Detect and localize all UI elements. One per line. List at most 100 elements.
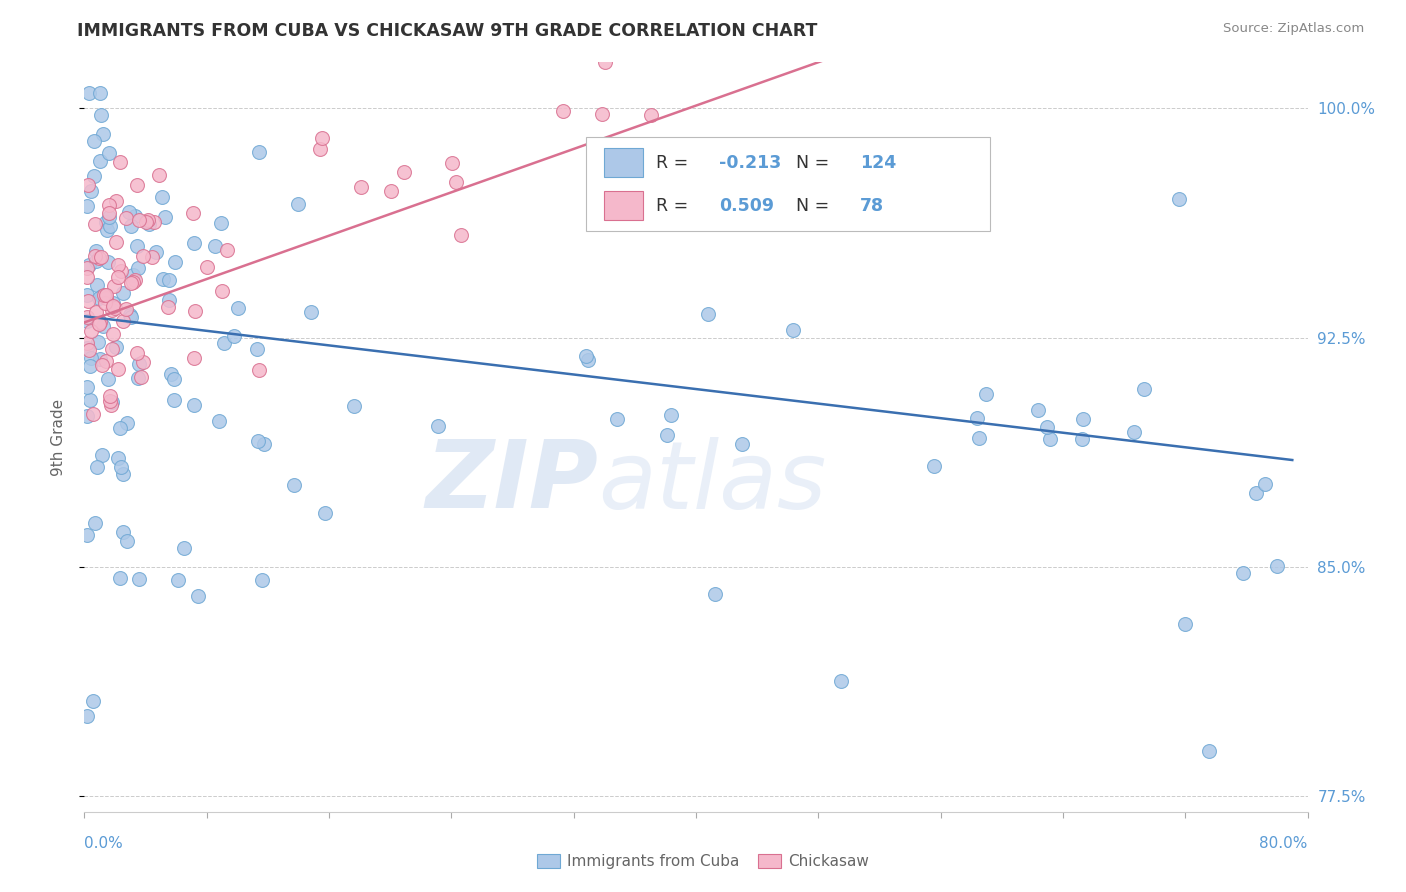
Text: Source: ZipAtlas.com: Source: ZipAtlas.com — [1223, 22, 1364, 36]
Point — [77, 293, 100, 308]
Point — [966, 410, 988, 425]
Point — [98, 389, 121, 403]
Point — [195, 260, 218, 274]
Point — [89, 318, 111, 332]
Point — [90, 288, 112, 302]
FancyBboxPatch shape — [605, 148, 644, 178]
Point — [129, 370, 152, 384]
Point — [163, 372, 186, 386]
Point — [76, 709, 98, 723]
Point — [77, 343, 100, 358]
Point — [77, 86, 100, 100]
Point — [1071, 412, 1094, 426]
Point — [131, 249, 153, 263]
Point — [127, 371, 149, 385]
Point — [1133, 382, 1156, 396]
Point — [97, 255, 120, 269]
Point — [76, 260, 98, 275]
Point — [118, 205, 141, 219]
Point — [132, 355, 155, 369]
Point — [97, 372, 120, 386]
Point — [86, 305, 108, 319]
Point — [224, 329, 246, 343]
Point — [83, 134, 105, 148]
Point — [127, 261, 149, 276]
Point — [1123, 425, 1146, 439]
Point — [183, 304, 205, 318]
Point — [98, 219, 121, 233]
Text: R =: R = — [655, 197, 693, 215]
Point — [84, 516, 107, 530]
Point — [96, 222, 118, 236]
Point — [93, 288, 115, 302]
Point — [94, 214, 117, 228]
Point — [128, 357, 150, 371]
Point — [314, 506, 336, 520]
Point — [108, 421, 131, 435]
Point — [90, 358, 112, 372]
Point — [633, 202, 655, 217]
Point — [211, 284, 233, 298]
Point — [250, 573, 273, 587]
Point — [128, 573, 150, 587]
Point — [703, 587, 725, 601]
Point — [108, 154, 131, 169]
Point — [94, 291, 117, 305]
Point — [299, 304, 322, 318]
Point — [394, 165, 416, 179]
Point — [166, 573, 188, 587]
Point — [98, 210, 121, 224]
Point — [551, 104, 574, 119]
Point — [155, 210, 177, 224]
Point — [89, 86, 111, 100]
Point — [112, 313, 135, 327]
Point — [1265, 558, 1288, 573]
Point — [91, 319, 114, 334]
Point — [76, 310, 98, 325]
Point — [142, 215, 165, 229]
Point — [1254, 477, 1277, 491]
Point — [207, 414, 229, 428]
Point — [350, 179, 373, 194]
Point — [79, 392, 101, 407]
Point — [107, 450, 129, 465]
Point — [104, 340, 127, 354]
Point — [311, 130, 333, 145]
Point — [89, 351, 111, 366]
Point — [87, 251, 110, 265]
Text: 80.0%: 80.0% — [1260, 836, 1308, 851]
Point — [209, 216, 232, 230]
Point — [89, 291, 111, 305]
Point — [110, 263, 132, 277]
Y-axis label: 9th Grade: 9th Grade — [51, 399, 66, 475]
Point — [450, 227, 472, 242]
Point — [309, 142, 332, 156]
Point — [120, 310, 142, 324]
Text: R =: R = — [655, 153, 693, 171]
Point — [76, 178, 98, 192]
Point — [444, 175, 467, 189]
Point — [107, 259, 129, 273]
Point — [90, 108, 112, 122]
Text: atlas: atlas — [598, 436, 827, 527]
Point — [440, 156, 463, 170]
Point — [145, 245, 167, 260]
Point — [924, 458, 946, 473]
Point — [1070, 432, 1092, 446]
Point — [104, 301, 127, 315]
Point — [80, 184, 103, 198]
Point — [76, 269, 98, 284]
Point — [76, 341, 98, 355]
Point — [606, 411, 628, 425]
Point — [120, 309, 142, 323]
Point — [76, 288, 98, 302]
Legend: Immigrants from Cuba, Chickasaw: Immigrants from Cuba, Chickasaw — [530, 848, 876, 875]
Point — [79, 359, 101, 373]
Point — [659, 409, 682, 423]
Point — [91, 127, 114, 141]
Point — [125, 178, 148, 192]
Point — [110, 571, 132, 585]
Point — [150, 189, 173, 203]
Point — [107, 362, 129, 376]
Point — [111, 286, 134, 301]
